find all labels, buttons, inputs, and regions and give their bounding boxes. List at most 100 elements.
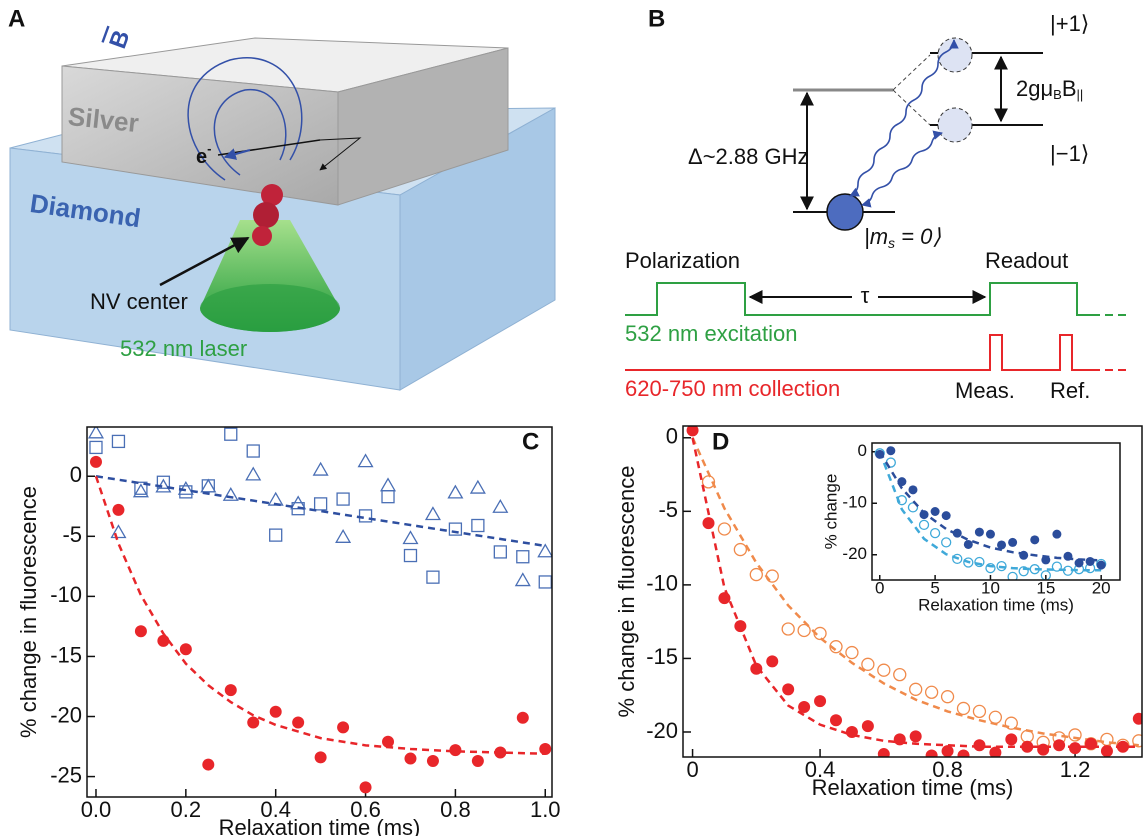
point <box>313 497 328 511</box>
plot-area <box>874 446 1107 580</box>
x-tick-label: 10 <box>981 578 1000 597</box>
point <box>1096 560 1106 570</box>
ket-ground: |ms = 0⟩ <box>864 224 941 251</box>
point <box>766 655 779 668</box>
point <box>877 663 891 677</box>
splitting-part: 2gμ <box>1016 76 1053 101</box>
electron-symbol: e <box>196 146 207 168</box>
y-axis-label: % change in fluorescence <box>16 486 41 738</box>
plot-frame <box>871 442 1121 581</box>
point <box>492 498 509 513</box>
state-circle <box>826 193 864 231</box>
point <box>382 735 395 748</box>
collection-pulse <box>625 334 1100 371</box>
point <box>87 427 105 439</box>
point <box>781 622 795 636</box>
field-line <box>213 89 287 176</box>
y-axis-label: % change in fluorescence <box>614 466 639 718</box>
point <box>718 592 731 605</box>
silver-side <box>337 47 509 206</box>
point <box>798 700 811 713</box>
point <box>179 643 192 656</box>
point <box>929 527 941 539</box>
tau-backdrop <box>852 285 878 309</box>
fit-line <box>878 451 1102 562</box>
point <box>469 479 486 494</box>
point <box>908 485 918 495</box>
point <box>985 529 995 539</box>
point <box>952 553 963 565</box>
point <box>941 537 952 548</box>
y-tick-label: -25 <box>50 762 82 787</box>
point <box>941 511 951 521</box>
y-tick-label: -20 <box>646 718 678 743</box>
state-circle <box>937 107 973 143</box>
point <box>447 484 464 499</box>
pointer-arrow <box>159 236 250 287</box>
point <box>426 754 439 767</box>
point <box>1068 728 1082 742</box>
x-tick-label: 1.0 <box>530 797 561 822</box>
nv-lobe <box>252 226 272 246</box>
point <box>909 730 922 743</box>
microwave-wave <box>861 130 943 208</box>
point <box>111 434 126 449</box>
point <box>963 557 974 568</box>
fit-line <box>691 437 1139 747</box>
plot-area <box>87 427 552 794</box>
plot-frame <box>86 426 553 798</box>
point <box>930 507 940 516</box>
point <box>1052 529 1062 539</box>
chart: 0 5 10 15 20 0 -10 -20 Relaxation time (ms) % cha… <box>821 441 1121 614</box>
point <box>1132 734 1142 748</box>
chart: 0.0 0.2 0.4 0.6 0.8 1.0 0 -5 -10 -15 -20 -25 Relaxat… <box>16 426 561 836</box>
point <box>471 518 485 533</box>
point <box>402 530 419 545</box>
point <box>997 540 1007 550</box>
spin-arrow <box>319 137 362 171</box>
point <box>893 667 907 682</box>
splitting-sub: B <box>1053 87 1062 102</box>
excitation-pulse <box>625 282 1100 316</box>
point <box>110 524 127 539</box>
x-tick-label: 0.8 <box>440 797 471 822</box>
nv-center-label: NV center <box>90 289 188 314</box>
excitation-label: 532 nm excitation <box>625 321 797 346</box>
y-tick-label: -10 <box>50 582 82 607</box>
point <box>996 560 1007 572</box>
fit-line <box>95 475 546 548</box>
point <box>941 745 954 757</box>
polarization-label: Polarization <box>625 248 740 273</box>
point <box>1051 561 1063 572</box>
point <box>379 477 397 492</box>
point <box>963 539 973 549</box>
point <box>750 662 763 675</box>
y-tick-label: -20 <box>842 544 867 563</box>
point <box>861 657 875 671</box>
fit-line <box>878 451 1102 572</box>
x-axis-label: Relaxation time (ms) <box>812 775 1014 800</box>
point <box>686 426 699 437</box>
point <box>907 502 919 513</box>
splitting-label: 2gμBB|| <box>1016 76 1083 103</box>
point <box>424 506 441 521</box>
point <box>246 444 260 458</box>
point <box>335 529 352 543</box>
y-tick-label: 0 <box>70 462 82 487</box>
point <box>269 705 282 718</box>
point <box>909 682 923 696</box>
y-tick-label: -5 <box>658 497 678 522</box>
point <box>814 695 827 708</box>
point <box>336 492 350 506</box>
point <box>224 684 237 697</box>
point <box>702 517 715 530</box>
point <box>403 548 418 563</box>
point <box>471 754 484 767</box>
point <box>845 645 859 660</box>
meas-label: Meas. <box>955 378 1015 403</box>
y-tick-label: 0 <box>858 441 867 460</box>
nv-lobe <box>253 202 279 228</box>
splitting-sub: || <box>1077 87 1084 102</box>
y-tick-label: -10 <box>842 493 867 512</box>
